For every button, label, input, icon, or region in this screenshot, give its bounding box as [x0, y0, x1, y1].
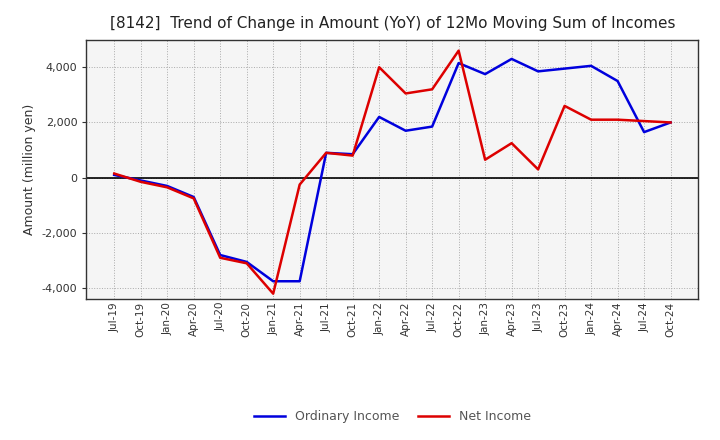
Ordinary Income: [401, 128, 410, 133]
Ordinary Income: [481, 71, 490, 77]
Ordinary Income: [454, 60, 463, 66]
Net Income: [401, 91, 410, 96]
Net Income: [534, 167, 542, 172]
Net Income: [613, 117, 622, 122]
Line: Net Income: Net Income: [114, 51, 670, 293]
Net Income: [348, 153, 357, 158]
Ordinary Income: [322, 150, 330, 155]
Ordinary Income: [560, 66, 569, 71]
Net Income: [322, 150, 330, 155]
Net Income: [640, 118, 649, 124]
Ordinary Income: [163, 183, 171, 189]
Ordinary Income: [269, 279, 277, 284]
Net Income: [189, 196, 198, 201]
Ordinary Income: [136, 178, 145, 183]
Net Income: [666, 120, 675, 125]
Ordinary Income: [375, 114, 384, 120]
Ordinary Income: [189, 194, 198, 200]
Ordinary Income: [216, 253, 225, 258]
Net Income: [216, 255, 225, 260]
Ordinary Income: [295, 279, 304, 284]
Ordinary Income: [587, 63, 595, 69]
Net Income: [375, 65, 384, 70]
Net Income: [587, 117, 595, 122]
Net Income: [454, 48, 463, 53]
Net Income: [481, 157, 490, 162]
Ordinary Income: [534, 69, 542, 74]
Net Income: [508, 140, 516, 146]
Y-axis label: Amount (million yen): Amount (million yen): [23, 104, 36, 235]
Ordinary Income: [110, 172, 119, 178]
Net Income: [295, 182, 304, 187]
Net Income: [163, 185, 171, 190]
Net Income: [269, 291, 277, 296]
Title: [8142]  Trend of Change in Amount (YoY) of 12Mo Moving Sum of Incomes: [8142] Trend of Change in Amount (YoY) o…: [109, 16, 675, 32]
Net Income: [428, 87, 436, 92]
Ordinary Income: [348, 151, 357, 157]
Ordinary Income: [613, 78, 622, 84]
Ordinary Income: [428, 124, 436, 129]
Ordinary Income: [666, 120, 675, 125]
Net Income: [110, 171, 119, 176]
Line: Ordinary Income: Ordinary Income: [114, 59, 670, 281]
Ordinary Income: [508, 56, 516, 62]
Ordinary Income: [640, 129, 649, 135]
Net Income: [560, 103, 569, 109]
Ordinary Income: [243, 259, 251, 264]
Legend: Ordinary Income, Net Income: Ordinary Income, Net Income: [248, 405, 536, 428]
Net Income: [136, 179, 145, 184]
Net Income: [243, 260, 251, 266]
